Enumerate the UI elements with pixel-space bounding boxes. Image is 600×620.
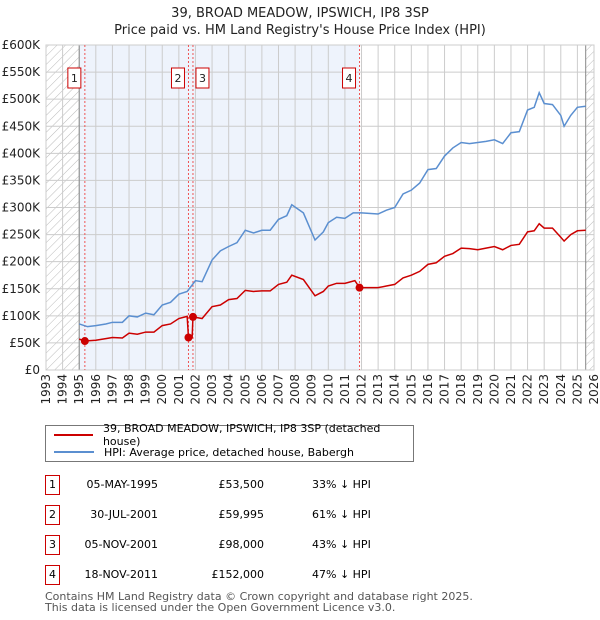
x-tick-label: 1993 [39,374,53,405]
sale-hpi-diff: 43% ↓ HPI [312,538,371,551]
y-tick-label: £100K [2,309,42,323]
x-tick-label: 2006 [255,374,269,405]
sale-marker-label: 2 [174,72,181,85]
x-tick-label: 1998 [122,374,136,405]
sale-marker-label: 4 [346,72,353,85]
legend-item-price: 39, BROAD MEADOW, IPSWICH, IP8 3SP (deta… [54,422,413,448]
y-tick-label: £600K [2,38,42,52]
sale-hpi-diff: 61% ↓ HPI [312,508,371,521]
x-tick-label: 2016 [421,374,435,405]
x-tick-label: 2021 [504,374,518,405]
footer-line-2: This data is licensed under the Open Gov… [45,601,396,614]
y-tick-label: £500K [2,92,42,106]
x-tick-label: 2023 [537,374,551,405]
red-line-swatch [54,434,93,436]
blue-line-swatch [54,451,94,453]
sale-number-badge: 3 [45,535,60,555]
x-tick-label: 2009 [305,374,319,405]
y-tick-label: £300K [2,201,42,215]
sale-point [80,337,89,346]
sale-marker-box [342,67,357,89]
x-tick-label: 1997 [105,374,119,405]
sale-hpi-diff: 33% ↓ HPI [312,478,371,491]
chart-title: 39, BROAD MEADOW, IPSWICH, IP8 3SP [171,6,429,21]
sale-date: 05-MAY-1995 [86,478,158,491]
sale-row: 2 30-JUL-2001 £59,995 61% ↓ HPI [45,505,405,525]
x-tick-label: 1994 [56,374,70,405]
y-tick-label: £450K [2,119,42,133]
sale-date: 30-JUL-2001 [90,508,158,521]
price-paid-series-line [78,222,586,342]
x-tick-label: 2017 [438,374,452,405]
sale-price: £98,000 [218,538,265,551]
x-tick-label: 1999 [139,374,153,405]
y-tick-label: £350K [2,173,42,187]
x-tick-label: 2019 [471,374,485,405]
chart-subtitle: Price paid vs. HM Land Registry's House … [114,23,486,38]
sale-price: £152,000 [211,568,265,581]
sale-marker-label: 1 [71,72,78,85]
sale-marker-box [195,67,210,89]
x-tick-label: 2014 [388,374,402,405]
x-tick-label: 2011 [338,374,352,405]
x-tick-label: 2024 [554,374,568,405]
sale-point [184,333,193,342]
sale-price: £59,995 [218,508,265,521]
footer-line-1: Contains HM Land Registry data © Crown c… [45,590,473,603]
sale-number-badge: 1 [45,475,60,495]
x-tick-label: 1995 [72,374,86,405]
sale-date: 18-NOV-2011 [84,568,158,581]
x-tick-label: 2022 [521,374,535,405]
x-tick-label: 2020 [487,374,501,405]
y-tick-label: £150K [2,282,42,296]
x-tick-label: 2013 [371,374,385,405]
x-tick-label: 2002 [188,374,202,405]
sale-row: 3 05-NOV-2001 £98,000 43% ↓ HPI [45,535,405,555]
sale-marker-label: 3 [199,72,206,85]
sale-point [188,312,197,321]
legend-label: 39, BROAD MEADOW, IPSWICH, IP8 3SP (deta… [102,422,381,448]
x-tick-label: 2026 [587,374,600,405]
legend-label: HPI: Average price, detached house, Babe… [104,445,354,459]
sale-marker-box [67,67,82,89]
sale-row: 1 05-MAY-1995 £53,500 33% ↓ HPI [45,475,405,495]
sale-marker-box [170,67,185,89]
y-tick-label: £50K [9,336,41,350]
sale-number-badge: 2 [45,505,60,525]
x-tick-label: 1996 [89,374,103,405]
sale-row: 4 18-NOV-2011 £152,000 47% ↓ HPI [45,565,405,585]
y-tick-label: £0 [25,363,40,377]
y-tick-label: £550K [2,65,42,79]
x-tick-label: 2005 [238,374,252,405]
y-tick-label: £200K [2,255,42,269]
legend: 39, BROAD MEADOW, IPSWICH, IP8 3SP (deta… [45,422,414,462]
x-tick-label: 2003 [205,374,219,405]
x-tick-label: 2001 [172,374,186,405]
y-tick-label: £400K [2,146,42,160]
legend-item-hpi: HPI: Average price, detached house, Babe… [54,444,354,460]
x-tick-label: 2018 [454,374,468,405]
sale-hpi-diff: 47% ↓ HPI [312,568,371,581]
plot-frame [45,44,595,371]
sale-date: 05-NOV-2001 [84,538,158,551]
y-tick-label: £250K [2,228,42,242]
x-tick-label: 2000 [155,374,169,405]
sale-price: £53,500 [218,478,265,491]
x-tick-label: 2008 [288,374,302,405]
sale-point [355,283,364,292]
x-tick-label: 2007 [271,374,285,405]
x-tick-label: 2012 [355,374,369,405]
hpi-series-line [78,90,586,328]
x-tick-label: 2004 [222,374,236,405]
x-tick-label: 2025 [570,374,584,405]
x-tick-label: 2015 [404,374,418,405]
price-chart: £0 £50K £100K £150K £200K £250K £300K £350K £400… [2,38,600,405]
x-tick-label: 2010 [321,374,335,405]
sale-number-badge: 4 [45,565,60,585]
